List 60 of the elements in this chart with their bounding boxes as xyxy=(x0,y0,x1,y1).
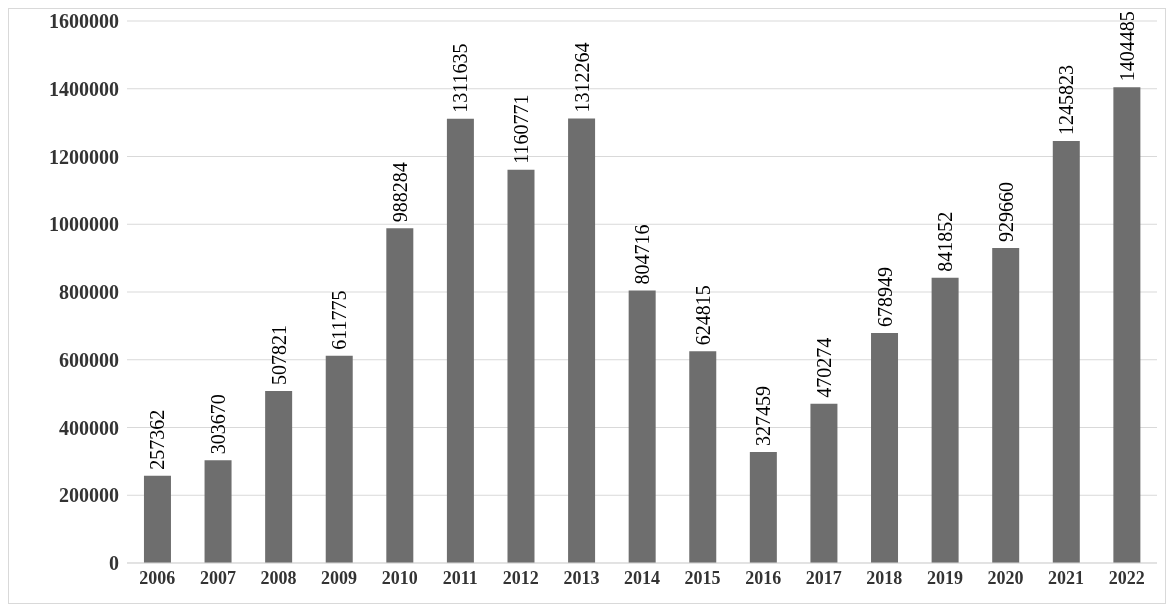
x-tick-label: 2007 xyxy=(199,567,236,588)
y-tick-label: 0 xyxy=(109,552,119,575)
x-tick-label: 2010 xyxy=(381,567,418,588)
bar xyxy=(204,460,232,563)
bar xyxy=(628,290,656,563)
bar xyxy=(507,169,535,563)
bar xyxy=(1052,140,1080,563)
y-tick-label: 1200000 xyxy=(49,145,119,168)
x-tick-label: 2019 xyxy=(926,567,963,588)
data-label: 1311635 xyxy=(449,43,472,113)
data-label: 678949 xyxy=(873,267,896,328)
x-tick-label: 2008 xyxy=(260,567,297,588)
bar xyxy=(689,351,717,563)
bar xyxy=(810,403,838,563)
bar xyxy=(931,277,959,563)
y-tick-label: 400000 xyxy=(59,416,119,439)
data-label: 507821 xyxy=(267,324,290,385)
data-label: 1404485 xyxy=(1115,11,1138,82)
bar xyxy=(325,355,353,563)
bar xyxy=(871,333,899,563)
y-tick-label: 1400000 xyxy=(49,77,119,100)
data-label: 327459 xyxy=(752,386,775,447)
x-tick-label: 2017 xyxy=(805,567,842,588)
x-tick-label: 2022 xyxy=(1108,567,1145,588)
y-tick-label: 200000 xyxy=(59,484,119,507)
x-tick-label: 2015 xyxy=(684,567,721,588)
bar xyxy=(749,452,777,563)
data-label: 804716 xyxy=(631,224,654,285)
bar xyxy=(143,475,171,563)
y-tick-label: 1600000 xyxy=(49,10,119,33)
data-label: 611775 xyxy=(328,290,351,350)
bar xyxy=(1113,87,1141,563)
x-tick-label: 2014 xyxy=(624,567,660,588)
bar xyxy=(446,118,474,563)
bar xyxy=(568,118,596,563)
x-tick-label: 2013 xyxy=(563,567,600,588)
y-tick-label: 600000 xyxy=(59,348,119,371)
data-label: 303670 xyxy=(207,394,230,455)
data-label: 841852 xyxy=(934,211,957,272)
x-tick-label: 2006 xyxy=(139,567,176,588)
bar xyxy=(992,248,1020,563)
data-label: 470274 xyxy=(812,337,835,398)
x-tick-label: 2011 xyxy=(442,567,478,588)
x-tick-label: 2012 xyxy=(502,567,539,588)
x-tick-label: 2021 xyxy=(1048,567,1085,588)
data-label: 624815 xyxy=(691,285,714,346)
data-label: 1245823 xyxy=(1055,64,1078,135)
data-label: 1312264 xyxy=(570,42,593,113)
x-tick-label: 2020 xyxy=(987,567,1024,588)
y-tick-label: 1000000 xyxy=(49,213,119,236)
y-tick-label: 800000 xyxy=(59,281,119,304)
x-tick-label: 2018 xyxy=(866,567,903,588)
bar xyxy=(386,228,414,563)
data-label: 1160771 xyxy=(509,94,532,164)
bar xyxy=(265,390,293,563)
x-tick-label: 2016 xyxy=(745,567,782,588)
data-label: 929660 xyxy=(994,182,1017,243)
data-label: 257362 xyxy=(146,409,169,470)
data-label: 988284 xyxy=(388,162,411,223)
x-tick-label: 2009 xyxy=(321,567,358,588)
